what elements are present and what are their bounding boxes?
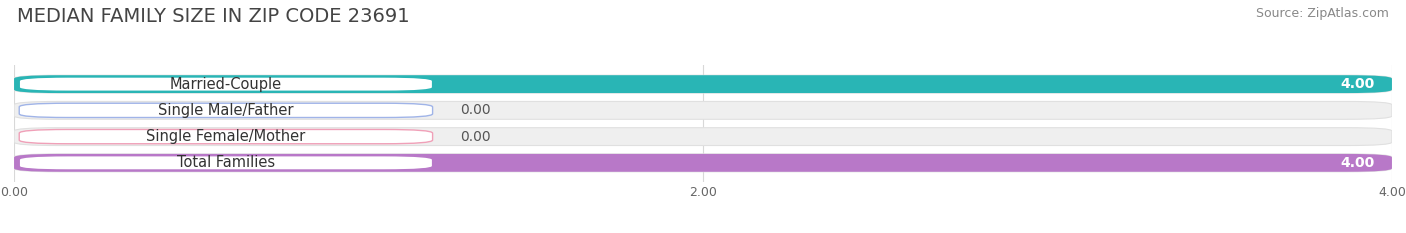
- FancyBboxPatch shape: [14, 154, 1392, 172]
- FancyBboxPatch shape: [14, 128, 1392, 146]
- FancyBboxPatch shape: [20, 77, 433, 91]
- Text: 4.00: 4.00: [1340, 77, 1375, 91]
- FancyBboxPatch shape: [20, 130, 433, 144]
- Text: 0.00: 0.00: [460, 130, 491, 144]
- FancyBboxPatch shape: [20, 156, 433, 170]
- FancyBboxPatch shape: [14, 75, 1392, 93]
- Text: MEDIAN FAMILY SIZE IN ZIP CODE 23691: MEDIAN FAMILY SIZE IN ZIP CODE 23691: [17, 7, 409, 26]
- FancyBboxPatch shape: [14, 75, 1392, 93]
- Text: Single Female/Mother: Single Female/Mother: [146, 129, 305, 144]
- FancyBboxPatch shape: [14, 154, 1392, 172]
- Text: Single Male/Father: Single Male/Father: [157, 103, 294, 118]
- Text: Total Families: Total Families: [177, 155, 276, 170]
- FancyBboxPatch shape: [14, 101, 1392, 119]
- Text: 4.00: 4.00: [1340, 156, 1375, 170]
- Text: 0.00: 0.00: [460, 103, 491, 117]
- Text: Married-Couple: Married-Couple: [170, 77, 283, 92]
- FancyBboxPatch shape: [20, 103, 433, 117]
- Text: Source: ZipAtlas.com: Source: ZipAtlas.com: [1256, 7, 1389, 20]
